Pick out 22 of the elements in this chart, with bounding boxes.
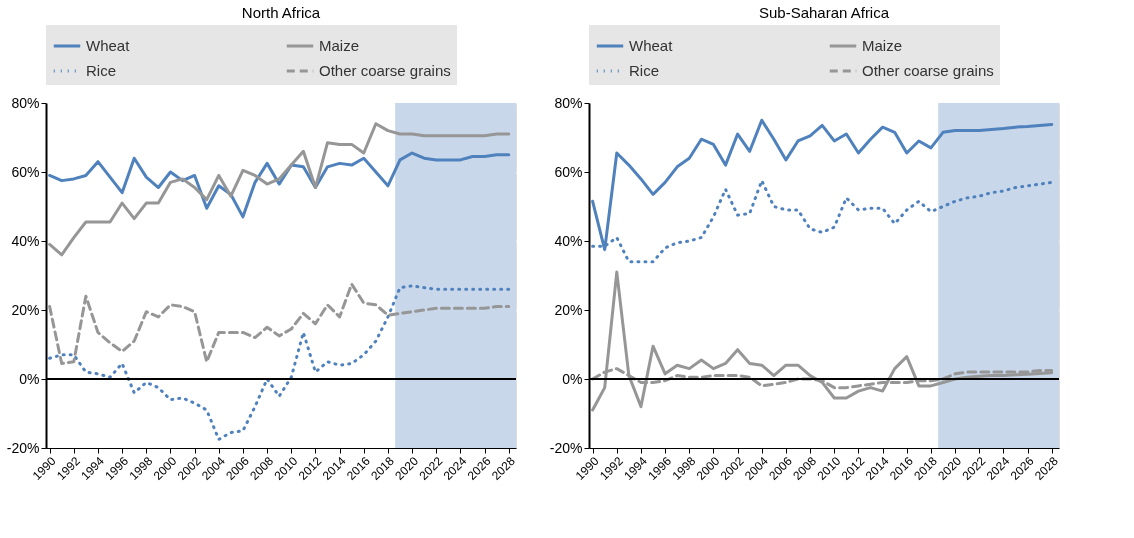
legend-label: Rice	[86, 62, 117, 79]
legend-label: Wheat	[629, 37, 674, 54]
chart-title: Sub-Saharan Africa	[758, 4, 890, 21]
y-tick-label: -20%	[549, 439, 583, 456]
legend-label: Other coarse grains	[862, 62, 994, 79]
chart-title: North Africa	[241, 4, 321, 21]
legend-label: Maize	[319, 37, 360, 54]
legend-label: Other coarse grains	[319, 62, 451, 79]
y-tick-label: -20%	[6, 439, 40, 456]
legend-label: Wheat	[86, 37, 131, 54]
y-tick-label: 80%	[554, 94, 583, 111]
legend-label: Rice	[629, 62, 660, 79]
y-tick-label: 0%	[562, 370, 583, 387]
y-tick-label: 40%	[11, 232, 40, 249]
y-tick-label: 0%	[19, 370, 40, 387]
y-tick-label: 60%	[554, 163, 583, 180]
y-tick-label: 20%	[554, 301, 583, 318]
y-tick-label: 40%	[554, 232, 583, 249]
y-tick-label: 20%	[11, 301, 40, 318]
legend-label: Maize	[862, 37, 903, 54]
y-tick-label: 60%	[11, 163, 40, 180]
y-tick-label: 80%	[11, 94, 40, 111]
